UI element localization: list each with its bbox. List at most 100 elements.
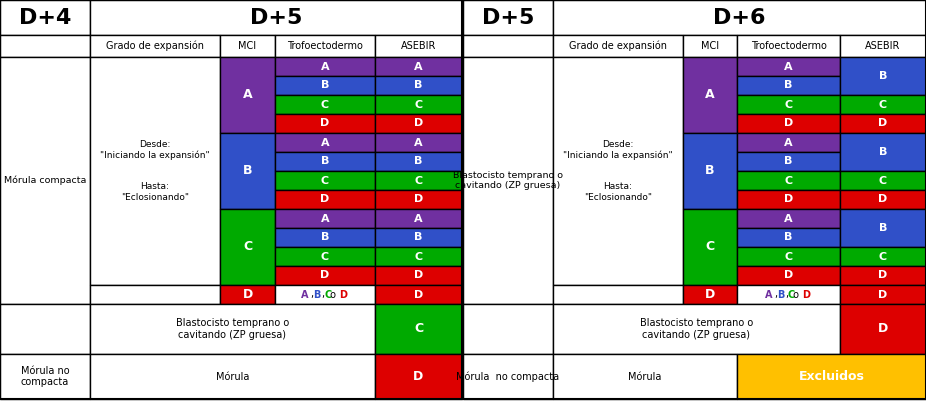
Text: C: C <box>788 290 795 299</box>
Text: D: D <box>879 118 888 128</box>
Text: Grado de expansión: Grado de expansión <box>569 41 667 51</box>
Bar <box>275 152 375 171</box>
Bar <box>275 285 375 304</box>
Text: B: B <box>879 147 887 157</box>
Text: C: C <box>879 175 887 185</box>
Bar <box>683 285 737 304</box>
Text: C: C <box>706 240 715 253</box>
Text: Desde:
"Iniciando la expansión"


Hasta:
"Eclosionando": Desde: "Iniciando la expansión" Hasta: "… <box>563 140 673 202</box>
Text: C: C <box>321 252 329 261</box>
Bar <box>375 133 462 152</box>
Text: o: o <box>327 290 339 299</box>
Text: Trofoectodermo: Trofoectodermo <box>287 41 363 51</box>
Bar <box>840 190 926 209</box>
Text: D+5: D+5 <box>250 8 302 27</box>
Bar <box>275 133 375 152</box>
Text: A: A <box>320 213 330 223</box>
Text: B: B <box>414 232 422 242</box>
Text: D: D <box>784 118 794 128</box>
Text: Blastocisto temprano o
cavitando (ZP gruesa): Blastocisto temprano o cavitando (ZP gru… <box>453 171 563 190</box>
Bar <box>683 209 737 285</box>
Bar <box>375 35 462 57</box>
Text: Mórula no
compacta: Mórula no compacta <box>20 366 69 387</box>
Bar <box>0 304 90 354</box>
Bar <box>463 0 553 35</box>
Bar <box>840 304 926 354</box>
Bar <box>275 114 375 133</box>
Text: B: B <box>706 164 715 177</box>
Text: D: D <box>879 290 888 299</box>
Text: Desde:
"Iniciando la expansión"


Hasta:
"Eclosionando": Desde: "Iniciando la expansión" Hasta: "… <box>100 140 210 202</box>
Bar <box>375 247 462 266</box>
Bar <box>275 247 375 266</box>
Bar <box>375 285 462 304</box>
Text: B: B <box>777 290 784 299</box>
Bar <box>275 190 375 209</box>
Text: A: A <box>414 137 423 147</box>
Text: B: B <box>414 80 422 90</box>
Bar <box>375 95 462 114</box>
Bar <box>220 57 275 133</box>
Text: D: D <box>414 118 423 128</box>
Text: C: C <box>415 252 422 261</box>
Bar <box>375 57 462 76</box>
Bar <box>737 133 840 152</box>
Text: B: B <box>879 223 887 233</box>
Text: A: A <box>320 61 330 72</box>
Bar <box>220 209 275 285</box>
Bar <box>375 304 462 354</box>
Bar <box>553 57 683 285</box>
Bar <box>275 228 375 247</box>
Text: D: D <box>339 290 347 299</box>
Bar <box>737 354 926 399</box>
Bar <box>463 304 553 354</box>
Text: ASEBIR: ASEBIR <box>401 41 436 51</box>
Bar <box>90 285 220 304</box>
Bar <box>683 35 737 57</box>
Bar <box>840 171 926 190</box>
Text: Excluidos: Excluidos <box>798 370 865 383</box>
Text: D: D <box>784 271 794 280</box>
Bar <box>0 354 90 399</box>
Text: A: A <box>414 213 423 223</box>
Text: C: C <box>879 99 887 109</box>
Text: A: A <box>243 88 252 101</box>
Bar <box>375 190 462 209</box>
Text: Mórula compacta: Mórula compacta <box>4 176 86 185</box>
Bar <box>375 209 462 228</box>
Text: ,: , <box>785 290 788 299</box>
Text: D: D <box>414 194 423 204</box>
Bar <box>90 0 462 35</box>
Bar <box>275 57 375 76</box>
Bar <box>463 57 553 304</box>
Bar <box>737 95 840 114</box>
Text: D: D <box>705 288 715 301</box>
Text: A: A <box>765 290 772 299</box>
Bar <box>840 285 926 304</box>
Bar <box>683 133 737 209</box>
Bar <box>0 0 462 399</box>
Bar <box>463 0 926 399</box>
Text: Mórula  no compacta: Mórula no compacta <box>457 371 559 382</box>
Text: ASEBIR: ASEBIR <box>865 41 901 51</box>
Bar <box>375 266 462 285</box>
Bar <box>375 171 462 190</box>
Bar <box>463 354 553 399</box>
Bar <box>0 35 90 57</box>
Text: D+5: D+5 <box>482 8 534 27</box>
Text: Mórula: Mórula <box>629 372 662 381</box>
Bar <box>553 285 683 304</box>
Text: Blastocisto temprano o
cavitando (ZP gruesa): Blastocisto temprano o cavitando (ZP gru… <box>176 318 289 340</box>
Bar <box>90 35 220 57</box>
Bar <box>463 35 553 57</box>
Text: C: C <box>415 99 422 109</box>
Text: C: C <box>784 175 793 185</box>
Text: C: C <box>321 175 329 185</box>
Bar <box>840 133 926 171</box>
Text: D: D <box>320 271 330 280</box>
Text: B: B <box>784 80 793 90</box>
Text: D: D <box>803 290 810 299</box>
Text: B: B <box>879 71 887 81</box>
Text: D: D <box>879 194 888 204</box>
Text: A: A <box>414 61 423 72</box>
